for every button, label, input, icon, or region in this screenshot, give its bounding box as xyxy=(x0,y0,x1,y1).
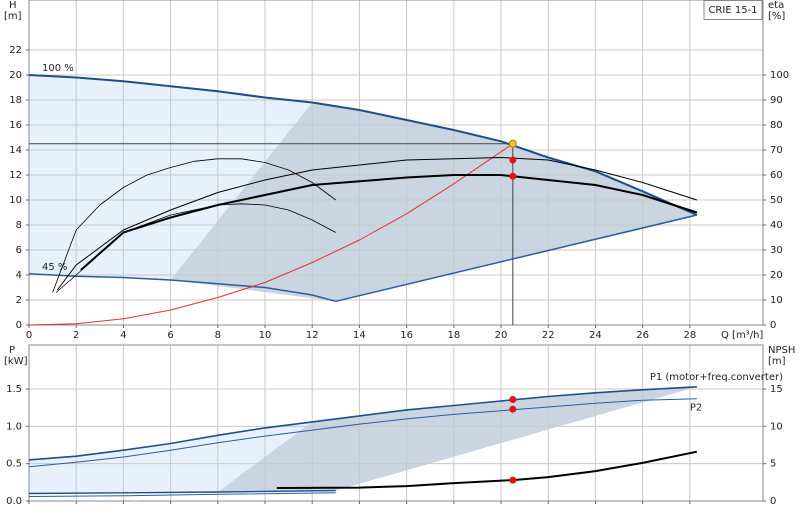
y2-tick-label: 10 xyxy=(770,421,783,432)
x-tick-label: 8 xyxy=(215,330,221,341)
curve xyxy=(28,489,336,495)
y2-tick-label: 20 xyxy=(770,270,783,281)
x-tick-label: 24 xyxy=(589,330,602,341)
y-tick-label: 2 xyxy=(16,295,22,306)
y2-axis-unit: [%] xyxy=(768,11,785,22)
y-axis-unit: [m] xyxy=(4,11,22,22)
title-box xyxy=(703,0,763,20)
y-tick-label: 0.5 xyxy=(6,459,22,470)
x-tick-label: 22 xyxy=(542,330,555,341)
y-tick-label: 4 xyxy=(16,270,22,281)
curve xyxy=(52,158,337,293)
y-tick-label: 22 xyxy=(9,45,22,56)
y-tick-label: 14 xyxy=(9,145,22,156)
curve xyxy=(56,157,698,291)
x-tick-label: 26 xyxy=(636,330,649,341)
curve xyxy=(28,398,697,468)
y-tick-label: 18 xyxy=(9,95,22,106)
curve xyxy=(28,273,336,303)
series-label: 45 % xyxy=(42,262,67,273)
x-tick-label: 14 xyxy=(353,330,366,341)
y2-tick-label: 10 xyxy=(770,295,783,306)
x-tick-label: 12 xyxy=(306,330,319,341)
curve xyxy=(55,203,336,293)
duty-point xyxy=(509,172,517,180)
y-tick-label: 1.0 xyxy=(6,421,22,432)
x-tick-label: 10 xyxy=(259,330,272,341)
x-tick-label: 6 xyxy=(167,330,173,341)
x-tick-label: 0 xyxy=(26,330,32,341)
curve xyxy=(28,386,697,461)
y2-tick-label: 40 xyxy=(770,220,783,231)
curve xyxy=(80,174,698,271)
y2-tick-label: 15 xyxy=(770,384,783,395)
x-tick-label: 28 xyxy=(683,330,696,341)
series-label: 100 % xyxy=(42,63,74,74)
y2-tick-label: 60 xyxy=(770,170,783,181)
y2-tick-label: 90 xyxy=(770,95,783,106)
y2-axis-unit: [m] xyxy=(768,356,786,367)
chart-title: CRIE 15-1 xyxy=(708,5,757,16)
duty-point xyxy=(508,139,517,148)
y2-tick-label: 100 xyxy=(770,70,789,81)
x-tick-label: 18 xyxy=(447,330,460,341)
y2-tick-label: 0 xyxy=(770,496,776,507)
y2-axis-label: NPSH xyxy=(768,345,795,356)
x-tick-label: 16 xyxy=(400,330,413,341)
series-label: P2 xyxy=(690,403,702,414)
y2-tick-label: 30 xyxy=(770,245,783,256)
y2-tick-label: 80 xyxy=(770,120,783,131)
y-tick-label: 10 xyxy=(9,195,22,206)
y-tick-label: 0.0 xyxy=(6,496,22,507)
y2-tick-label: 70 xyxy=(770,145,783,156)
plot-border xyxy=(28,344,764,502)
y-tick-label: 0 xyxy=(16,320,22,331)
duty-point xyxy=(509,156,517,164)
x-tick-label: 4 xyxy=(120,330,126,341)
y-tick-label: 1.5 xyxy=(6,384,22,395)
y-tick-label: 16 xyxy=(9,120,22,131)
y2-tick-label: 50 xyxy=(770,195,783,206)
curve xyxy=(335,214,698,303)
curve xyxy=(28,492,336,497)
y-axis-unit: [kW] xyxy=(4,356,28,367)
x-tick-label: 2 xyxy=(73,330,79,341)
series-label: P1 (motor+freq.converter) xyxy=(650,372,783,383)
y-tick-label: 20 xyxy=(9,70,22,81)
y-tick-label: 6 xyxy=(16,245,22,256)
plot-border xyxy=(28,0,764,326)
y-tick-label: 12 xyxy=(9,170,22,181)
y2-tick-label: 0 xyxy=(770,320,776,331)
y2-tick-label: 5 xyxy=(770,459,776,470)
y2-axis-label: eta xyxy=(768,0,784,11)
duty-point xyxy=(509,395,517,403)
duty-point xyxy=(509,405,517,413)
region-dark xyxy=(170,102,697,302)
curve xyxy=(28,143,514,326)
y-axis-label: H xyxy=(9,0,17,11)
y-axis-label: P xyxy=(9,345,15,356)
duty-point xyxy=(509,476,517,484)
x-tick-label: 20 xyxy=(495,330,508,341)
x-axis-label: Q [m³/h] xyxy=(721,330,763,341)
region-dark xyxy=(217,386,697,493)
y-tick-label: 8 xyxy=(16,220,22,231)
